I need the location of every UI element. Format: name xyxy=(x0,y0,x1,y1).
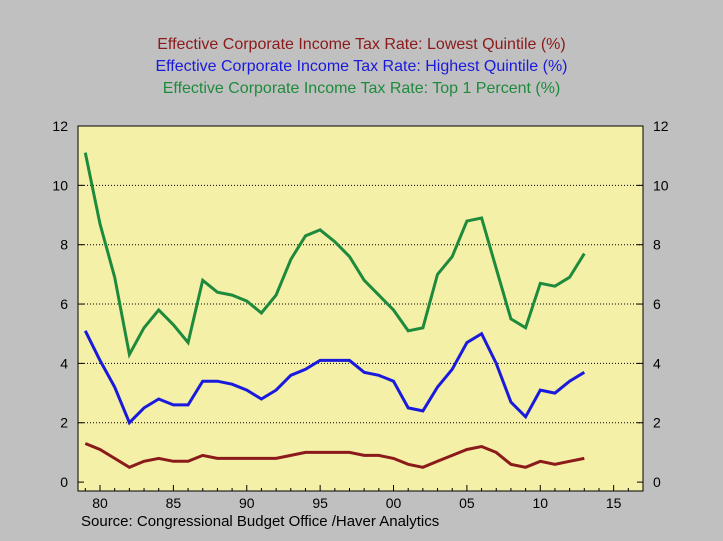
x-tick-label: 90 xyxy=(239,495,255,511)
x-tick-label: 15 xyxy=(606,495,622,511)
plot-frame xyxy=(77,125,644,492)
y-tick-label-right: 12 xyxy=(653,118,669,134)
y-tick-label-left: 8 xyxy=(60,237,68,253)
y-tick-label-left: 6 xyxy=(60,296,68,312)
y-tick-label-left: 0 xyxy=(60,474,68,490)
chart-titles: Effective Corporate Income Tax Rate: Low… xyxy=(0,34,723,100)
y-tick-label-left: 12 xyxy=(52,118,68,134)
x-tick-label: 80 xyxy=(92,495,108,511)
y-tick-label-right: 8 xyxy=(653,237,661,253)
title-top-1-percent: Effective Corporate Income Tax Rate: Top… xyxy=(162,80,561,97)
y-tick-label-right: 6 xyxy=(653,296,661,312)
y-tick-label-right: 0 xyxy=(653,474,661,490)
series-line-top-1-percent xyxy=(83,152,586,359)
series-line-highest-quintile xyxy=(83,330,586,426)
y-tick-label-right: 4 xyxy=(653,355,661,371)
x-tick-label: 10 xyxy=(532,495,548,511)
x-tick-label: 00 xyxy=(386,495,402,511)
y-tick-label-right: 10 xyxy=(653,177,669,193)
x-tick-label: 95 xyxy=(312,495,328,511)
title-highest-quintile: Effective Corporate Income Tax Rate: Hig… xyxy=(155,58,568,75)
x-tick-label: 85 xyxy=(166,495,182,511)
y-tick-label-left: 2 xyxy=(60,415,68,431)
y-tick-label-left: 4 xyxy=(60,355,68,371)
x-tick-label: 05 xyxy=(459,495,475,511)
y-tick-label-right: 2 xyxy=(653,415,661,431)
title-lowest-quintile: Effective Corporate Income Tax Rate: Low… xyxy=(157,36,566,53)
series-line-lowest-quintile xyxy=(84,442,585,469)
source-note: Source: Congressional Budget Office /Hav… xyxy=(81,513,440,530)
y-tick-label-left: 10 xyxy=(52,177,68,193)
plot-area xyxy=(78,126,643,491)
